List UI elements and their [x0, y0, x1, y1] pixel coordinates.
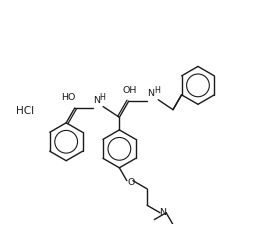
Text: HCl: HCl	[16, 106, 34, 116]
Text: N: N	[147, 89, 154, 98]
Text: N: N	[159, 208, 166, 217]
Text: N: N	[93, 96, 100, 105]
Text: HO: HO	[61, 93, 76, 102]
Text: OH: OH	[123, 86, 137, 95]
Text: O: O	[127, 178, 134, 187]
Text: H: H	[154, 86, 160, 95]
Text: H: H	[100, 93, 106, 102]
